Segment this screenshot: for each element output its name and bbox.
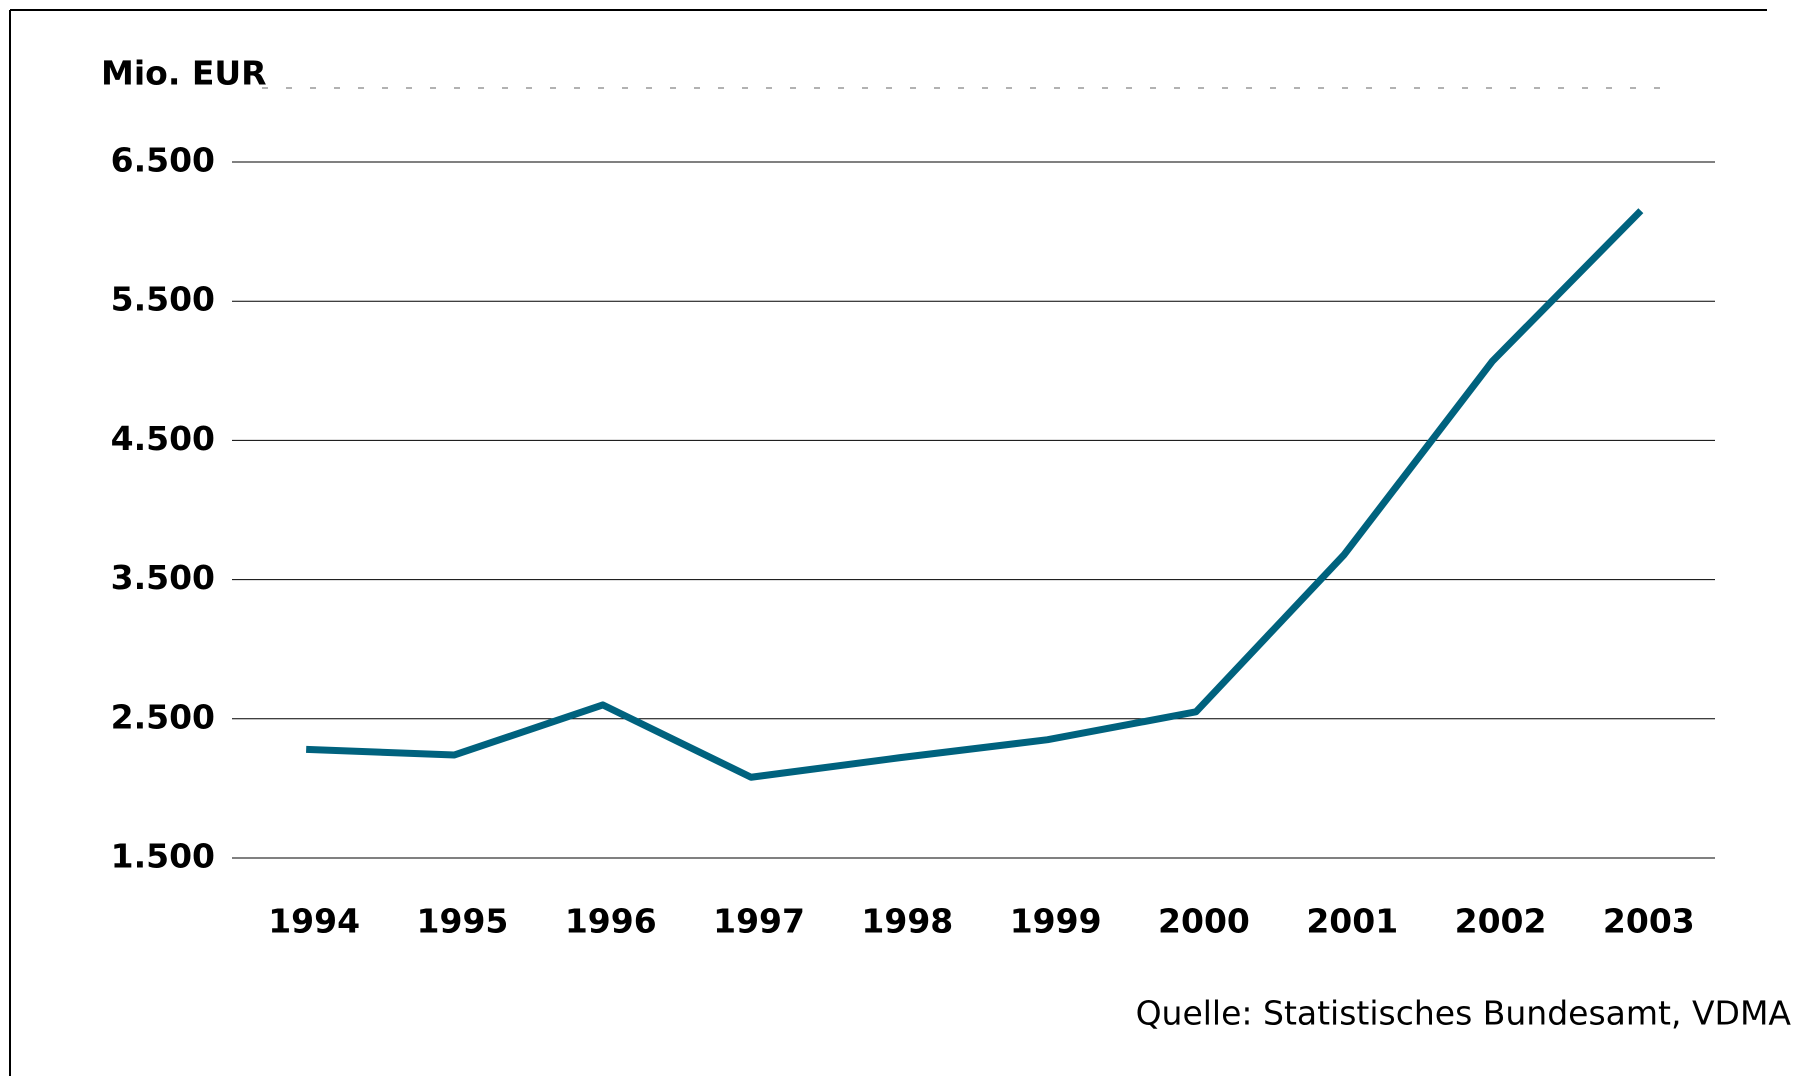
x-tick-label: 2003 [1603, 902, 1695, 941]
y-tick-label: 1.500 [111, 837, 215, 876]
data-line [306, 208, 1644, 781]
x-tick-label: 2001 [1306, 902, 1398, 941]
y-tick-label: 3.500 [111, 558, 215, 597]
x-tick-label: 2002 [1455, 902, 1547, 941]
y-tick-label: 4.500 [111, 419, 215, 458]
y-tick-label: 2.500 [111, 697, 215, 736]
axis-unit-title: Mio. EUR [101, 54, 267, 93]
source-note: Quelle: Statistisches Bundesamt, VDMA [1136, 994, 1792, 1033]
x-tick-label: 1995 [417, 902, 509, 941]
x-tick-label: 2000 [1158, 902, 1250, 941]
x-tick-label: 1994 [268, 902, 360, 941]
x-tick-label: 1996 [565, 902, 657, 941]
x-tick-label: 1998 [861, 902, 953, 941]
y-tick-label: 5.500 [111, 280, 215, 319]
x-tick-label: 1999 [1010, 902, 1102, 941]
y-tick-label: 6.500 [111, 141, 215, 180]
x-tick-label: 1997 [713, 902, 805, 941]
